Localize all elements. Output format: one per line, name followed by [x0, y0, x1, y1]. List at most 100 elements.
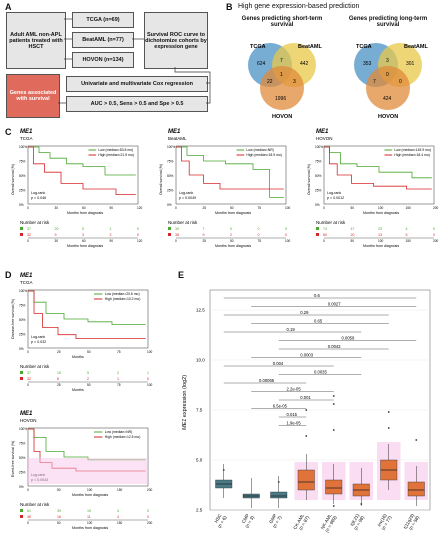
c-plot-2-risk-high: 5	[406, 233, 408, 237]
d-plot-1-risk-high: 46	[27, 515, 31, 519]
d-plot-0-ytick: 25%	[19, 333, 26, 337]
c-plot-2-risk-high-swatch	[316, 233, 319, 236]
c-plot-0-xtick: 0	[27, 206, 29, 210]
genes-box: Genes associated with survival	[6, 74, 60, 118]
e-xtick: HSC	[214, 512, 223, 523]
venn-short: TCGA BeatAML HOVON 624 442 7 1 22 3 1996	[248, 43, 322, 120]
d-plot-0-xtick: 0	[27, 350, 29, 354]
c-plot-1-curve-high	[176, 146, 284, 190]
d-plot-1-xtick: 100	[87, 488, 93, 492]
d-plot-0-ytick: 0%	[19, 347, 24, 351]
panel-label-b: B	[226, 2, 233, 12]
criteria-box: AUC > 0.5, Sens > 0.5 and Spe > 0.5	[66, 96, 208, 112]
c-plot-2-risk-low: 47	[351, 227, 355, 231]
d-plot-0-risk-low: 1	[147, 371, 149, 375]
c-plot-1-risk-high: 0	[285, 233, 287, 237]
venn-long-v6: 0	[399, 79, 402, 85]
d-plot-1-xtick: 0	[27, 488, 29, 492]
d-plot-0-risk-xlabel: Months	[72, 388, 84, 392]
panel-label-d: D	[5, 270, 12, 280]
c-plot-2-risk-high: 0	[433, 233, 435, 237]
d-plot-1-risk-high: 16	[57, 515, 61, 519]
e-outlier	[415, 439, 418, 441]
c-plot-0-risk-high: 0	[137, 233, 139, 237]
d-plot-0-curve-high	[28, 290, 146, 339]
e-sig-pval: 0.0059	[342, 336, 355, 341]
e-sig-pval: 0.00065	[259, 378, 275, 383]
c-plot-0-pval-label: Log-rank	[31, 191, 45, 195]
c-plot-0-risk-xtick: 60	[82, 239, 86, 243]
e-outlier	[387, 411, 390, 413]
c-plot-2-risk-low: 74	[323, 227, 327, 231]
e-outlier	[222, 469, 225, 471]
venn-long-v4: 0	[386, 72, 389, 78]
d-plot-0-risk-high-swatch	[20, 377, 23, 380]
d-plot-1-xtick: 200	[147, 488, 153, 492]
c-plot-2-ytick: 50%	[315, 174, 322, 178]
e-outlier	[305, 409, 308, 411]
c-plot-1-cohort: BeatAML	[168, 136, 187, 141]
d-plot-0-xtick: 100	[147, 350, 153, 354]
c-plot-0-ylabel: Overall survival (%)	[11, 164, 15, 195]
c-plot-1-risk-high: 0	[258, 233, 260, 237]
d-plot-1-risk-xtick: 0	[27, 521, 29, 525]
e-outlier	[332, 429, 335, 431]
venn-short-v7: 1996	[275, 96, 286, 102]
venn-long-v3: 3	[386, 58, 389, 64]
d-plot-0-risk-high: 2	[87, 377, 89, 381]
c-plot-1-risk-high-swatch	[168, 233, 171, 236]
c-plot-0-axes	[27, 145, 139, 205]
e-sig-pval: 0.001	[300, 395, 311, 400]
e-xtick: CMP	[241, 513, 250, 524]
c-plot-2-risk-xtick: 150	[406, 239, 412, 243]
d-plot-1-axes	[27, 427, 149, 487]
c-plot-1-legend-low: Low (median=NR)	[246, 148, 273, 152]
c-plot-1-risk-high: 9	[203, 233, 205, 237]
c-plot-1-risk-xlabel: Months from diagnosis	[215, 244, 251, 248]
c-plot-1-risk-xtick: 25	[203, 239, 207, 243]
c-plot-2-ylabel: Overall survival (%)	[307, 164, 311, 195]
d-plot-1-ylabel: Event-free survival (%)	[11, 441, 15, 477]
c-plot-1-xlabel: Months from diagnosis	[215, 211, 251, 215]
venn-short-label-beat: BeatAML	[298, 44, 322, 50]
c-plot-0-risk-xtick: 30	[55, 239, 59, 243]
c-plot-2-risk-low: 0	[433, 227, 435, 231]
cohort-beataml-box: BeatAML (n=77)	[72, 32, 134, 48]
e-box	[407, 481, 425, 497]
d-plot-1-ytick: 0%	[19, 485, 24, 489]
c-plot-2-risk-high: 20	[351, 233, 355, 237]
c-plot-0-risk-high: 3	[82, 233, 84, 237]
c-plot-2-pval: p = 0.0012	[327, 196, 344, 200]
d-plot-0-risk-low-swatch	[20, 371, 23, 374]
c-plot-1-ytick: 0%	[167, 203, 172, 207]
venn-long-label-tcga: TCGA	[356, 44, 372, 50]
d-plot-1-risk-high: 4	[117, 515, 119, 519]
e-sig-pval: 0.015	[287, 412, 298, 417]
e-ytick: 12.5	[196, 308, 205, 313]
c-plot-2-xtick: 200	[433, 206, 439, 210]
d-plot-0-legend-low: Low (median=20.6 mo)	[105, 292, 140, 296]
c-plot-1-risk-low: 7	[203, 227, 205, 231]
e-box	[270, 491, 288, 499]
e-ytick: 5.0	[196, 458, 203, 463]
c-plot-2-risk-low: 23	[378, 227, 382, 231]
d-plot-1-legend-high: High (median=12.5 mo)	[105, 435, 141, 439]
c-plot-1-pval: p = 0.0049	[179, 196, 196, 200]
c-plot-1-xtick: 50	[230, 206, 234, 210]
c-plot-0-risk-low-swatch	[20, 227, 23, 230]
venn-short-v6: 3	[293, 79, 296, 85]
d-plot-1-xlabel: Months from diagnosis	[72, 493, 108, 497]
c-plot-1-risk-low: 0	[230, 227, 232, 231]
panel-label-c: C	[5, 127, 12, 137]
e-xtick-n: (n = 7)	[272, 515, 283, 529]
c-plot-0-risk-xtick: 0	[27, 239, 29, 243]
venn-short-label-hovon: HOVON	[272, 114, 292, 120]
c-plot-0-ytick: 100%	[19, 145, 27, 149]
e-xtick-n: (n = 3)	[244, 515, 255, 529]
d-plot-1-risk-xtick: 100	[87, 521, 93, 525]
e-sig-pval: 2.2e-05	[287, 387, 302, 392]
c-plot-0-xtick: 90	[110, 206, 114, 210]
d-plot-1-legend-low: Low (median=NR)	[105, 430, 132, 434]
venn-long-v5: 7	[373, 79, 376, 85]
c-plot-1-ytick: 100%	[167, 145, 175, 149]
